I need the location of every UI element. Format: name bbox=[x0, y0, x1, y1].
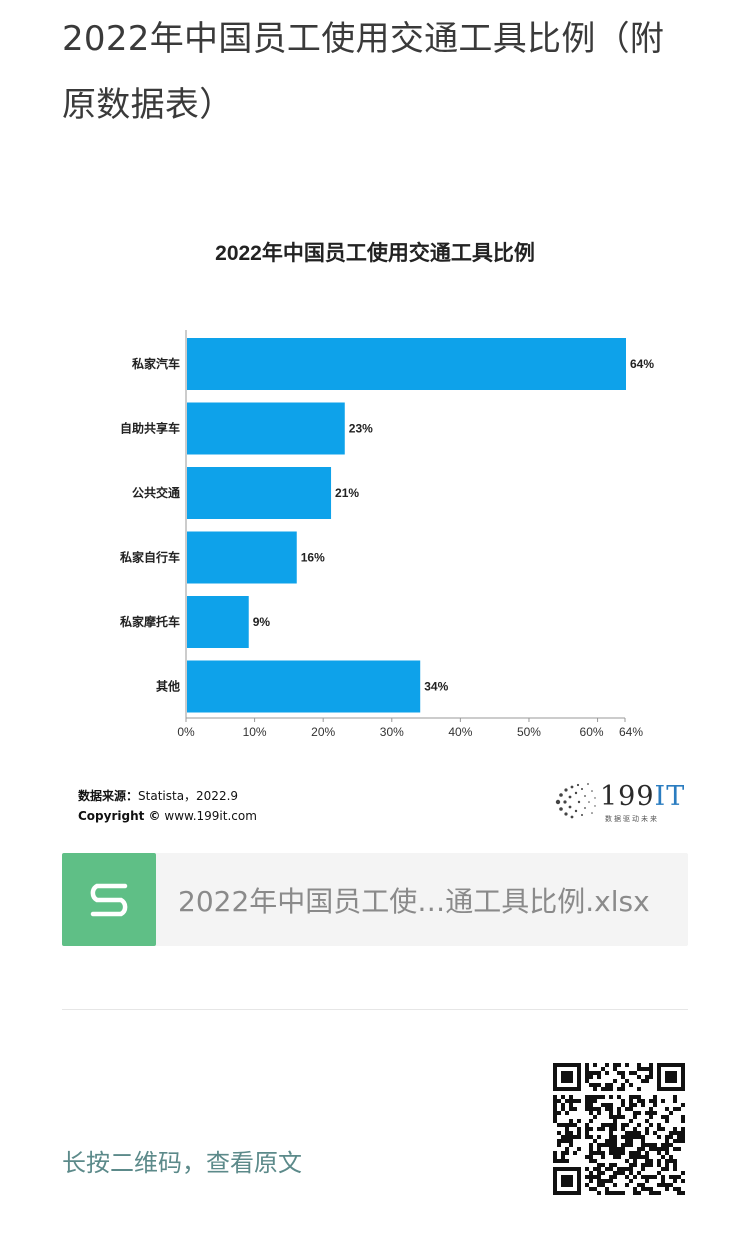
source-label: 数据来源： bbox=[78, 789, 139, 803]
bar-5 bbox=[187, 660, 421, 713]
brand-slogan: 数据驱动未来 bbox=[605, 815, 659, 823]
spreadsheet-s-icon bbox=[62, 853, 156, 946]
bar-1 bbox=[187, 402, 345, 455]
category-label-2: 公共交通 bbox=[132, 485, 180, 500]
x-tick-label-1: 10% bbox=[243, 725, 267, 739]
bar-0 bbox=[187, 338, 626, 390]
x-tick-label-6: 60% bbox=[580, 725, 604, 739]
value-label-2: 21% bbox=[335, 486, 359, 500]
value-label-0: 64% bbox=[630, 357, 654, 371]
divider bbox=[62, 1009, 688, 1010]
qr-hint-text: 长按二维码，查看原文 bbox=[62, 1149, 302, 1177]
bar-chart: 2022年中国员工使用交通工具比例 私家汽车 64% 自助共享车 23% 公共交通 21%… bbox=[62, 220, 688, 830]
category-label-0: 私家汽车 bbox=[131, 356, 180, 371]
x-tick-label-0: 0% bbox=[177, 725, 195, 739]
x-tick-label-2: 20% bbox=[311, 725, 335, 739]
qr-code-icon[interactable] bbox=[553, 1063, 685, 1195]
brand-digits: 199 bbox=[600, 781, 655, 812]
category-label-5: 其他 bbox=[156, 679, 180, 694]
bar-3 bbox=[187, 531, 297, 584]
x-tick-label-5: 50% bbox=[517, 725, 541, 739]
category-label-3: 私家自行车 bbox=[119, 550, 180, 565]
chart-svg: 2022年中国员工使用交通工具比例 私家汽车 64% 自助共享车 23% 公共交通 21%… bbox=[119, 241, 654, 739]
chart-title: 2022年中国员工使用交通工具比例 bbox=[215, 241, 535, 265]
attachment-card[interactable]: 2022年中国员工使…通工具比例.xlsx bbox=[62, 853, 688, 946]
bar-2 bbox=[187, 467, 332, 519]
x-tick-label-7: 64% bbox=[619, 725, 643, 739]
value-label-1: 23% bbox=[349, 422, 373, 436]
attachment-file-name: 2022年中国员工使…通工具比例.xlsx bbox=[178, 884, 650, 918]
source-value: Statista，2022.9 bbox=[138, 789, 239, 803]
copyright-label: Copyright © bbox=[78, 809, 161, 823]
brand-name: 199IT bbox=[600, 781, 685, 812]
value-label-4: 9% bbox=[253, 615, 271, 629]
page-title: 2022年中国员工使用交通工具比例（附原数据表） bbox=[62, 19, 665, 125]
value-label-3: 16% bbox=[301, 551, 325, 565]
brand-dots-icon bbox=[555, 783, 596, 819]
x-tick-label-4: 40% bbox=[448, 725, 472, 739]
category-label-1: 自助共享车 bbox=[120, 421, 180, 436]
source-block: 数据来源：Statista，2022.9 Copyright © www.199… bbox=[78, 786, 257, 826]
x-tick-label-3: 30% bbox=[380, 725, 404, 739]
value-label-5: 34% bbox=[424, 680, 448, 694]
brand-letters: IT bbox=[654, 781, 686, 812]
category-label-4: 私家摩托车 bbox=[119, 614, 180, 629]
copyright-value: www.199it.com bbox=[164, 809, 257, 823]
bar-4 bbox=[187, 596, 249, 648]
